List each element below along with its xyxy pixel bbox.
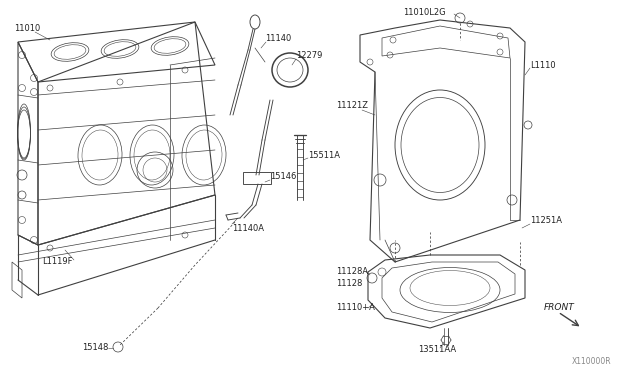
- Text: 15148: 15148: [82, 343, 108, 353]
- Text: 11010L2G: 11010L2G: [403, 7, 445, 16]
- Text: 11121Z: 11121Z: [336, 100, 368, 109]
- Bar: [243, 172, 271, 184]
- Text: 11140: 11140: [265, 33, 291, 42]
- Text: L1110: L1110: [530, 61, 556, 70]
- Text: 13511AA: 13511AA: [418, 346, 456, 355]
- Text: 11110+A: 11110+A: [336, 304, 375, 312]
- Text: 11128: 11128: [336, 279, 362, 289]
- Text: 15146: 15146: [270, 171, 296, 180]
- Text: 15511A: 15511A: [308, 151, 340, 160]
- Text: L1119F: L1119F: [42, 257, 72, 266]
- Text: 11140A: 11140A: [232, 224, 264, 232]
- Text: X110000R: X110000R: [572, 357, 612, 366]
- Text: 11010: 11010: [14, 23, 40, 32]
- Text: 11251A: 11251A: [530, 215, 562, 224]
- Text: 12279: 12279: [296, 51, 323, 60]
- Text: 11128A: 11128A: [336, 267, 368, 276]
- Text: FRONT: FRONT: [544, 304, 575, 312]
